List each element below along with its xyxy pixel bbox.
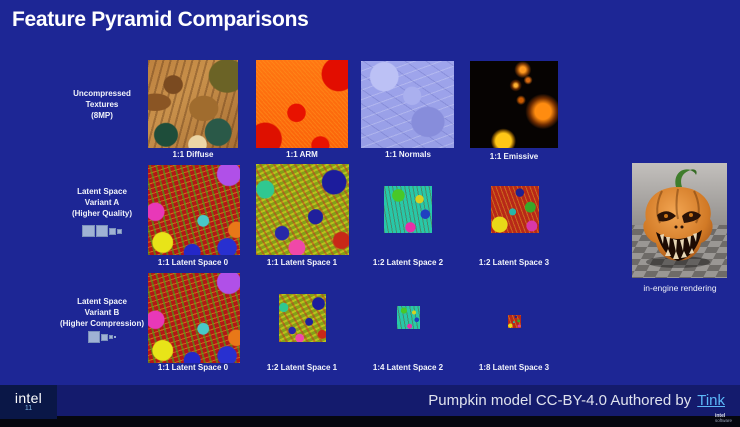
slide-number: 11 <box>24 404 33 412</box>
row-label-line: (Higher Quality) <box>71 209 132 218</box>
mip-square-icon <box>109 335 113 339</box>
variant-b-mip-chain-icon <box>37 331 167 343</box>
texture-normals-image <box>361 61 454 148</box>
texture-caption: 1:1 Emissive <box>489 152 539 161</box>
texture-caption: 1:8 Latent Space 3 <box>478 363 550 372</box>
texture-caption: 1:4 Latent Space 2 <box>372 363 444 372</box>
mip-square-icon <box>114 336 116 338</box>
texture-caption: 1:1 ARM <box>286 150 318 159</box>
credit-text: Pumpkin model CC-BY-4.0 Authored by <box>428 392 692 409</box>
row-label-uncompressed: Uncompressed Textures (8MP) <box>37 88 167 121</box>
row-label-line: (8MP) <box>91 111 113 120</box>
row-label-line: Uncompressed <box>73 89 131 98</box>
latent-a3-image <box>491 186 539 233</box>
texture-caption: 1:2 Latent Space 3 <box>478 258 550 267</box>
mip-square-icon <box>109 227 116 235</box>
texture-caption: 1:1 Normals <box>385 150 431 159</box>
texture-caption: 1:2 Latent Space 1 <box>266 363 338 372</box>
intel-logo-box: intel 11 <box>0 385 57 419</box>
row-label-line: Textures <box>85 100 119 109</box>
latent-a1-image <box>256 164 349 255</box>
row-label-variant-a: Latent Space Variant A (Higher Quality) <box>37 186 167 219</box>
mip-square-icon <box>82 225 95 237</box>
texture-diffuse-image <box>148 60 238 148</box>
variant-a-mip-chain-icon <box>37 225 167 237</box>
latent-b3-image <box>508 315 521 328</box>
pumpkin-render-image <box>632 163 727 278</box>
intel-software-logo: intel software <box>715 414 732 423</box>
texture-caption: 1:1 Latent Space 0 <box>157 258 229 267</box>
texture-caption: 1:1 Latent Space 1 <box>266 258 338 267</box>
credit-author-link[interactable]: Tink <box>697 392 725 409</box>
latent-a2-image <box>384 186 432 233</box>
row-label-line: Latent Space <box>77 187 127 196</box>
latent-b0-image <box>148 273 240 363</box>
mip-square-icon <box>101 333 108 341</box>
row-label-line: Variant A <box>84 198 120 207</box>
page-title: Feature Pyramid Comparisons <box>12 8 309 31</box>
mip-square-icon <box>117 228 122 234</box>
texture-emissive-image <box>470 61 558 148</box>
latent-a0-image <box>148 165 240 255</box>
texture-caption: 1:2 Latent Space 2 <box>372 258 444 267</box>
intel-logo: intel <box>14 389 43 406</box>
texture-caption: 1:1 Latent Space 0 <box>157 363 229 372</box>
credit-line: Pumpkin model CC-BY-4.0 Authored by Tink <box>428 385 725 416</box>
mip-square-icon <box>96 225 108 237</box>
mip-square-icon <box>88 331 100 343</box>
intel-software-logo-line: intel <box>714 413 726 419</box>
render-caption: in-engine rendering <box>643 283 717 293</box>
latent-b2-image <box>397 306 420 329</box>
bottom-strip <box>0 416 740 427</box>
latent-b1-image <box>279 294 326 342</box>
intel-software-logo-line: software <box>714 417 732 423</box>
texture-arm-image <box>256 60 348 148</box>
row-label-line: Latent Space <box>77 297 127 306</box>
row-label-line: Variant B <box>84 308 120 317</box>
footer-bar <box>0 385 740 416</box>
row-label-line: (Higher Compression) <box>59 319 144 328</box>
row-label-variant-b: Latent Space Variant B (Higher Compressi… <box>37 296 167 329</box>
texture-caption: 1:1 Diffuse <box>172 150 214 159</box>
